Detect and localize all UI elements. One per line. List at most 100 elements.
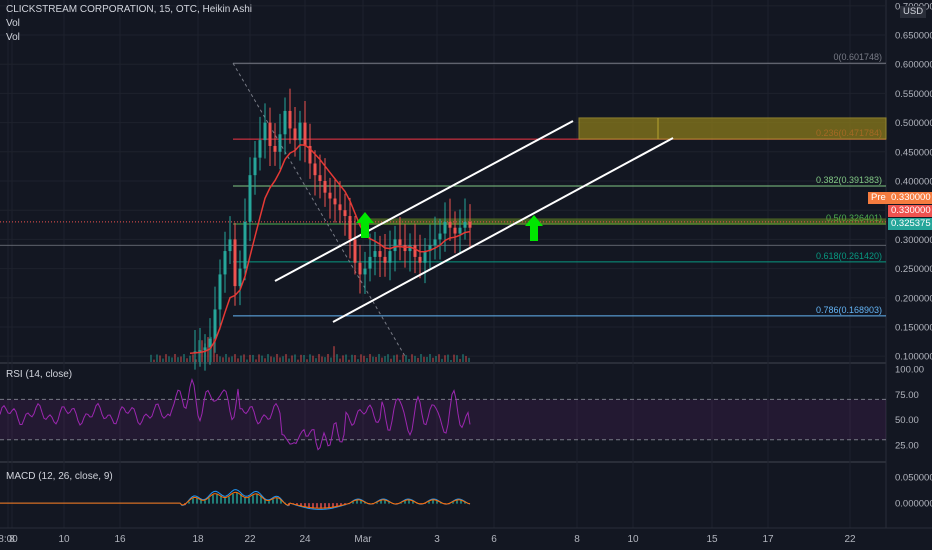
x-tick-label: 8 xyxy=(9,534,15,545)
fib-level-label: 0.786(0.168903) xyxy=(816,305,882,315)
volume-bar xyxy=(438,354,440,362)
volume-bar xyxy=(237,358,239,362)
candle-body xyxy=(458,227,462,234)
macd-histogram-bar xyxy=(380,500,382,504)
candle-body xyxy=(453,227,457,234)
x-tick-label: 15 xyxy=(706,534,718,545)
volume-bar xyxy=(243,354,245,362)
volume-bar xyxy=(258,354,260,362)
macd-histogram-bar xyxy=(412,500,414,504)
candle-body xyxy=(233,239,237,287)
x-tick-label: 22 xyxy=(844,534,856,545)
candle-body xyxy=(393,239,397,252)
volume-bar xyxy=(201,340,203,362)
candle-body xyxy=(243,221,247,269)
candle-body xyxy=(398,239,402,246)
macd-histogram-bar xyxy=(336,503,338,507)
macd-histogram-bar xyxy=(304,503,306,507)
volume-bar xyxy=(264,358,266,362)
volume-bar xyxy=(405,355,407,362)
y-tick-label: 0.250000 xyxy=(895,264,932,275)
candle-body xyxy=(463,221,467,228)
rsi-tick-label: 75.00 xyxy=(895,390,919,401)
volume-bar xyxy=(399,359,401,362)
volume-bar xyxy=(354,355,356,362)
y-tick-label: 0.600000 xyxy=(895,60,932,71)
rsi-tick-label: 50.00 xyxy=(895,415,919,426)
macd-histogram-bar xyxy=(252,495,254,504)
x-tick-label: Mar xyxy=(354,534,372,545)
volume-bar xyxy=(219,356,221,362)
rsi-label: RSI (14, close) xyxy=(6,369,73,380)
macd-histogram-bar xyxy=(192,498,194,504)
candle-body xyxy=(313,163,317,176)
volume-bar xyxy=(159,355,161,362)
candle-body xyxy=(373,251,377,257)
macd-histogram-bar xyxy=(452,502,454,504)
macd-histogram-bar xyxy=(308,503,310,508)
candle-body xyxy=(198,350,202,352)
volume-bar xyxy=(252,354,254,362)
macd-histogram-bar xyxy=(404,500,406,504)
volume-bar xyxy=(300,354,302,362)
fib-level-label: 0.5(0.326401) xyxy=(826,213,882,223)
volume-bar xyxy=(351,354,353,362)
candle-body xyxy=(368,256,372,269)
volume-bar xyxy=(381,357,383,362)
volume-bar xyxy=(162,358,164,362)
volume-bar xyxy=(387,354,389,362)
channel-upper-line xyxy=(274,120,574,282)
y-tick-label: 0.400000 xyxy=(895,177,932,188)
volume-bar xyxy=(429,354,431,362)
volume-bar xyxy=(402,354,404,362)
candle-body xyxy=(343,210,347,217)
macd-histogram-bar xyxy=(428,501,430,504)
rsi-tick-label: 25.00 xyxy=(895,440,919,451)
currency-button[interactable]: USD xyxy=(900,6,927,18)
candle-body xyxy=(278,134,282,152)
volume-bar xyxy=(192,354,194,362)
candle-body xyxy=(348,216,352,240)
volume-bar xyxy=(177,357,179,362)
volume-bar xyxy=(303,354,305,362)
volume-bar xyxy=(372,356,374,362)
macd-histogram-bar xyxy=(376,502,378,504)
x-tick-label: 6 xyxy=(491,534,497,545)
volume-bar xyxy=(459,358,461,362)
macd-histogram-bar xyxy=(216,493,218,504)
x-tick-label: 16 xyxy=(114,534,126,545)
volume-bar xyxy=(315,358,317,362)
candle-body xyxy=(363,268,367,275)
candle-body xyxy=(353,239,357,263)
candle-body xyxy=(443,221,447,234)
macd-histogram-bar xyxy=(360,500,362,504)
macd-histogram-bar xyxy=(248,497,250,504)
volume-bar xyxy=(213,338,215,362)
candle-body xyxy=(288,110,292,129)
x-tick-label: 17 xyxy=(762,534,774,545)
macd-histogram-bar xyxy=(328,503,330,509)
macd-histogram-bar xyxy=(208,498,210,504)
volume-bar xyxy=(378,354,380,362)
volume-bar xyxy=(285,354,287,362)
candle-body xyxy=(248,175,252,222)
up-arrow-icon xyxy=(525,215,543,241)
macd-histogram-bar xyxy=(312,503,314,509)
volume-bar xyxy=(390,358,392,362)
target-zone xyxy=(578,117,887,140)
volume-bar xyxy=(156,354,158,362)
volume-bar xyxy=(228,357,230,362)
volume-bar xyxy=(411,354,413,362)
macd-histogram-bar xyxy=(400,502,402,504)
volume-bar xyxy=(291,355,293,362)
candle-body xyxy=(318,175,322,181)
volume-bar xyxy=(309,354,311,362)
volume-bar xyxy=(357,359,359,362)
pre-market-price-badge: 0.330000 xyxy=(888,192,932,204)
macd-histogram-bar xyxy=(188,501,190,504)
volume-bar xyxy=(417,357,419,362)
candle-body xyxy=(338,204,342,211)
candle-body xyxy=(388,251,392,263)
volume-bar xyxy=(447,354,449,362)
